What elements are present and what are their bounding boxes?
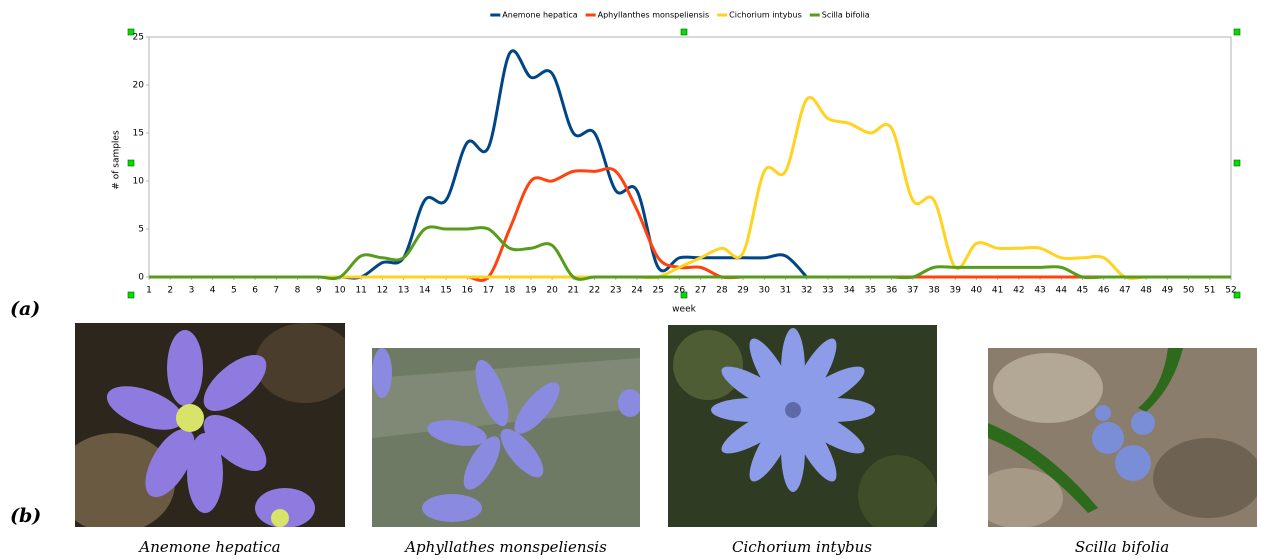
x-tick-label: 48 bbox=[1140, 286, 1152, 296]
x-tick-label: 37 bbox=[907, 286, 918, 296]
y-tick-label: 10 bbox=[133, 177, 145, 187]
panel-label: (b) bbox=[10, 505, 41, 527]
x-tick-label: 42 bbox=[1013, 286, 1024, 296]
x-tick-label: 35 bbox=[865, 286, 876, 296]
x-tick-label: 34 bbox=[843, 286, 855, 296]
x-tick-label: 44 bbox=[1056, 286, 1068, 296]
x-tick-label: 46 bbox=[1098, 286, 1110, 296]
x-tick-label: 9 bbox=[316, 286, 322, 296]
x-axis-label: week bbox=[672, 305, 696, 315]
figure: # of samples week 0510152025123456789101… bbox=[0, 0, 1261, 559]
photo-caption: Aphyllathes monspeliensis bbox=[356, 538, 656, 556]
x-tick-label: 26 bbox=[674, 286, 686, 296]
x-tick-label: 36 bbox=[886, 286, 898, 296]
x-tick-label: 47 bbox=[1119, 286, 1130, 296]
photo bbox=[988, 348, 1257, 527]
x-tick-label: 14 bbox=[419, 286, 431, 296]
x-tick-label: 22 bbox=[589, 286, 600, 296]
x-tick-label: 28 bbox=[716, 286, 728, 296]
photo-caption: Cichorium intybus bbox=[652, 538, 952, 556]
x-tick-label: 31 bbox=[780, 286, 791, 296]
y-tick-label: 15 bbox=[133, 129, 144, 139]
x-tick-label: 33 bbox=[822, 286, 833, 296]
x-tick-label: 41 bbox=[992, 286, 1003, 296]
data-line bbox=[149, 97, 1231, 278]
x-tick-label: 5 bbox=[231, 286, 237, 296]
x-tick-label: 12 bbox=[377, 286, 388, 296]
legend-label: Aphyllanthes monspeliensis bbox=[598, 11, 710, 20]
legend: Anemone hepatica Aphyllanthes monspeliens… bbox=[490, 11, 870, 20]
x-tick-label: 15 bbox=[440, 286, 451, 296]
x-tick-label: 38 bbox=[928, 286, 940, 296]
x-tick-label: 40 bbox=[971, 286, 983, 296]
photo bbox=[372, 348, 640, 527]
x-tick-label: 19 bbox=[525, 286, 537, 296]
photo bbox=[75, 323, 345, 527]
x-tick-label: 6 bbox=[252, 286, 258, 296]
y-tick-label: 5 bbox=[138, 225, 144, 235]
x-tick-label: 27 bbox=[695, 286, 706, 296]
x-tick-label: 29 bbox=[737, 286, 749, 296]
photo-caption: Anemone hepatica bbox=[60, 538, 360, 556]
x-tick-label: 3 bbox=[189, 286, 195, 296]
x-tick-label: 32 bbox=[801, 286, 812, 296]
x-tick-label: 50 bbox=[1183, 286, 1195, 296]
x-tick-label: 21 bbox=[568, 286, 579, 296]
photo bbox=[668, 325, 937, 527]
x-tick-label: 8 bbox=[295, 286, 301, 296]
x-tick-label: 52 bbox=[1225, 286, 1236, 296]
x-tick-label: 24 bbox=[631, 286, 643, 296]
plot-frame bbox=[149, 37, 1231, 277]
x-tick-label: 7 bbox=[273, 286, 279, 296]
x-tick-label: 4 bbox=[210, 286, 216, 296]
x-tick-label: 39 bbox=[949, 286, 961, 296]
legend-label: Cichorium intybus bbox=[729, 11, 802, 20]
x-tick-label: 25 bbox=[652, 286, 663, 296]
x-tick-label: 16 bbox=[462, 286, 474, 296]
x-tick-label: 23 bbox=[610, 286, 621, 296]
y-tick-label: 0 bbox=[138, 273, 144, 283]
data-line bbox=[149, 51, 807, 278]
x-tick-label: 1 bbox=[146, 286, 152, 296]
x-tick-label: 20 bbox=[546, 286, 558, 296]
x-tick-label: 51 bbox=[1204, 286, 1215, 296]
legend-label: Scilla bifolia bbox=[822, 11, 870, 20]
x-tick-label: 13 bbox=[398, 286, 409, 296]
x-tick-label: 43 bbox=[1034, 286, 1045, 296]
data-line bbox=[149, 227, 1231, 279]
y-tick-label: 25 bbox=[133, 33, 144, 43]
panel-label: (a) bbox=[10, 298, 40, 320]
legend-label: Anemone hepatica bbox=[502, 11, 577, 20]
y-tick-label: 20 bbox=[133, 81, 145, 91]
x-tick-label: 17 bbox=[483, 286, 494, 296]
x-tick-label: 2 bbox=[167, 286, 173, 296]
x-tick-label: 18 bbox=[504, 286, 516, 296]
x-tick-label: 45 bbox=[1077, 286, 1088, 296]
x-tick-label: 11 bbox=[355, 286, 366, 296]
x-tick-label: 10 bbox=[334, 286, 346, 296]
x-tick-label: 49 bbox=[1162, 286, 1174, 296]
x-tick-label: 30 bbox=[759, 286, 771, 296]
y-axis-label: # of samples bbox=[112, 130, 122, 190]
photo-caption: Scilla bifolia bbox=[972, 538, 1261, 556]
